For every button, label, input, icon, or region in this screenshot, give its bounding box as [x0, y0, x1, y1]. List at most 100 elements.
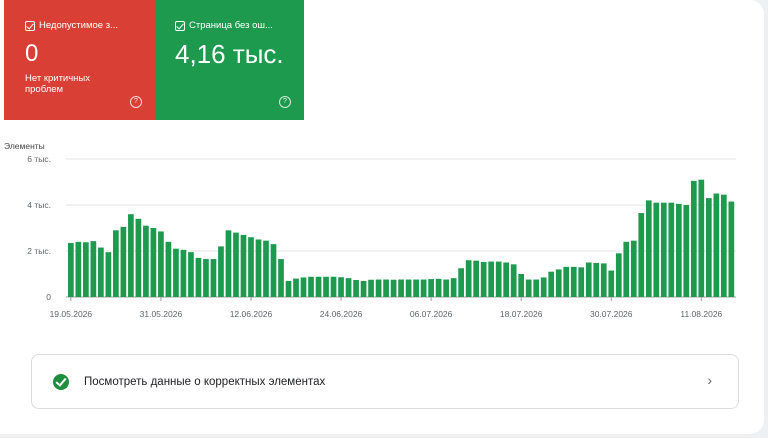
chart-bar[interactable] — [480, 262, 487, 297]
chart-bar[interactable] — [188, 252, 194, 297]
chart-bar[interactable] — [683, 205, 690, 297]
chart-bar[interactable] — [83, 242, 89, 297]
chart-bar[interactable] — [90, 241, 97, 297]
chart-bar[interactable] — [398, 279, 404, 297]
chart-bar[interactable] — [585, 262, 592, 298]
chart-bar[interactable] — [623, 241, 630, 297]
chart-bar[interactable] — [533, 279, 540, 297]
chart-bar[interactable] — [225, 230, 232, 297]
chart-bar[interactable] — [353, 279, 359, 297]
chart-bar[interactable] — [270, 244, 277, 297]
chart-bar[interactable] — [105, 252, 112, 297]
chart-bar[interactable] — [653, 202, 660, 297]
chart-bar[interactable] — [435, 278, 442, 297]
chart-bar[interactable] — [473, 260, 479, 297]
chart-bar[interactable] — [345, 278, 352, 297]
valid-count: 4,16 тыс. — [175, 39, 284, 69]
chart-bar[interactable] — [315, 276, 322, 297]
chart-bar[interactable] — [383, 279, 389, 297]
chart-bar[interactable] — [615, 253, 622, 297]
chart-bar[interactable] — [150, 228, 157, 297]
chart-bar[interactable] — [75, 241, 82, 297]
chart-bar[interactable] — [578, 267, 585, 297]
chart-bar[interactable] — [375, 279, 382, 297]
chart-bar[interactable] — [195, 257, 202, 297]
chart-bar[interactable] — [465, 260, 472, 297]
help-icon[interactable]: ? — [130, 96, 142, 108]
chart-bar[interactable] — [690, 180, 697, 297]
chart-bar[interactable] — [203, 259, 209, 297]
chart-bar[interactable] — [263, 240, 269, 297]
chart-bar[interactable] — [728, 201, 735, 297]
chart-bar[interactable] — [68, 242, 74, 297]
chart-bar[interactable] — [98, 247, 104, 297]
chart-bar[interactable] — [390, 279, 397, 297]
chart-bar[interactable] — [360, 280, 367, 297]
chart-bar[interactable] — [600, 263, 607, 297]
valid-tile[interactable]: Страница без ош... 4,16 тыс. ? — [155, 0, 304, 120]
chart-bar[interactable] — [495, 261, 502, 297]
chart-bar[interactable] — [713, 193, 720, 298]
x-tick-label: 30.07.2026 — [590, 309, 633, 319]
chart-bar[interactable] — [180, 249, 187, 297]
chart-bar[interactable] — [638, 213, 645, 297]
chart-bar[interactable] — [158, 231, 164, 297]
chart-bar[interactable] — [720, 194, 727, 297]
view-valid-items-link[interactable]: Посмотреть данные о корректных элементах… — [31, 354, 739, 409]
chart-bar[interactable] — [278, 259, 284, 297]
chart-bar[interactable] — [413, 279, 419, 297]
chart-bar[interactable] — [450, 278, 457, 297]
chart-bar[interactable] — [285, 280, 292, 297]
chart-bar[interactable] — [165, 241, 172, 297]
chart-bar[interactable] — [675, 203, 682, 297]
chart-bar[interactable] — [233, 232, 239, 297]
chart-bar[interactable] — [668, 202, 675, 297]
chart-bar[interactable] — [518, 274, 525, 297]
chart-bar[interactable] — [705, 198, 712, 297]
chart-bar[interactable] — [660, 202, 667, 297]
chart-bar[interactable] — [308, 276, 314, 297]
chart-bar[interactable] — [428, 279, 434, 297]
chart-bar[interactable] — [405, 279, 412, 297]
chart-bar[interactable] — [128, 214, 134, 297]
chart-bar[interactable] — [218, 246, 224, 297]
chart-bar[interactable] — [510, 264, 517, 297]
chart-bar[interactable] — [630, 240, 637, 297]
chart-bar[interactable] — [563, 266, 570, 297]
chart-bar[interactable] — [240, 234, 247, 297]
chart-bar[interactable] — [293, 278, 299, 297]
chart-bar[interactable] — [330, 276, 337, 297]
errors-tile[interactable]: Недопустимое з... 0 Нет критичных пробле… — [4, 0, 155, 120]
chart-bar[interactable] — [525, 279, 532, 297]
chart-bar[interactable] — [540, 277, 547, 297]
chart-bar[interactable] — [645, 200, 652, 297]
chart-bar[interactable] — [300, 277, 307, 297]
checkbox-icon[interactable] — [25, 20, 35, 31]
chart-bar[interactable] — [368, 279, 374, 297]
chart-bar[interactable] — [120, 226, 127, 297]
chart-bar[interactable] — [113, 230, 119, 297]
chart-bar[interactable] — [593, 262, 600, 297]
checkbox-icon[interactable] — [175, 20, 185, 31]
chart-bar[interactable] — [143, 225, 149, 297]
chart-bar[interactable] — [608, 270, 615, 297]
x-tick-label: 12.06.2026 — [230, 309, 273, 319]
chart-bar[interactable] — [248, 237, 254, 297]
help-icon[interactable]: ? — [279, 96, 291, 108]
chart-bar[interactable] — [443, 279, 449, 297]
chart-bar[interactable] — [135, 218, 142, 297]
chart-bar[interactable] — [323, 276, 329, 297]
chart-bar[interactable] — [548, 271, 555, 297]
chart-bar[interactable] — [210, 259, 217, 297]
chart-bar[interactable] — [570, 266, 577, 297]
chart-bar[interactable] — [698, 179, 705, 297]
chart-bar[interactable] — [255, 239, 262, 298]
x-tick-label: 06.07.2026 — [410, 309, 453, 319]
chart-bar[interactable] — [488, 261, 495, 297]
chart-bar[interactable] — [503, 262, 510, 298]
chart-bar[interactable] — [338, 277, 344, 297]
chart-bar[interactable] — [458, 268, 464, 297]
chart-bar[interactable] — [173, 248, 179, 297]
chart-bar[interactable] — [420, 279, 427, 297]
chart-bar[interactable] — [555, 269, 562, 297]
